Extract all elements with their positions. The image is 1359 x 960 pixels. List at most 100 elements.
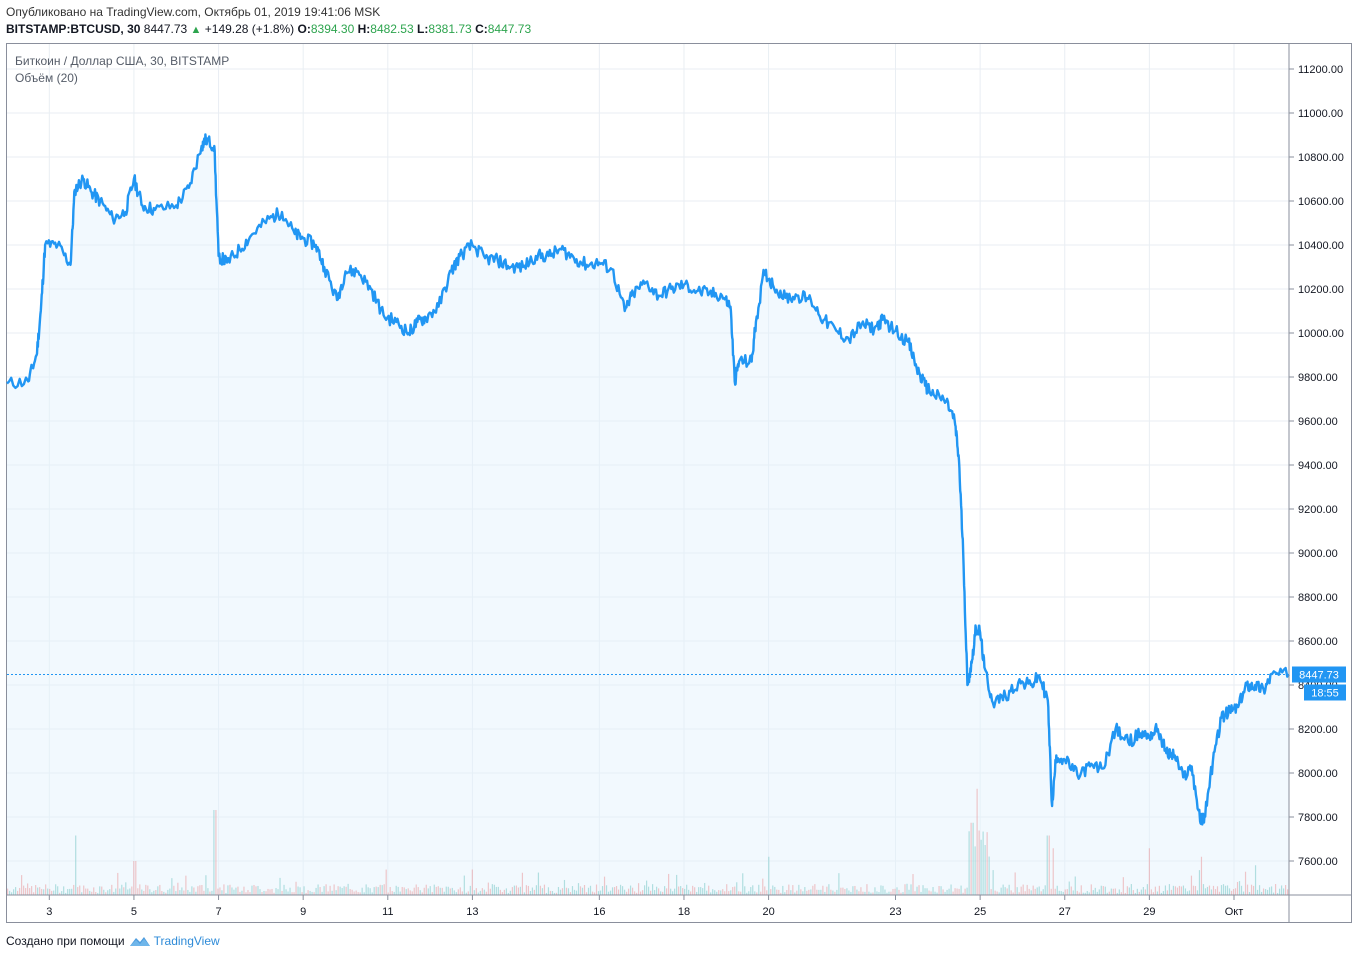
volume-bar [169, 888, 171, 895]
volume-bar [942, 889, 944, 895]
volume-bar [483, 889, 485, 895]
volume-bar [505, 888, 507, 895]
price-badge-label: 8447.73 [1299, 669, 1339, 681]
volume-bar [547, 887, 550, 895]
volume-bar [960, 885, 962, 895]
volume-bar [1034, 888, 1036, 895]
chart-frame[interactable] [6, 43, 1352, 923]
x-tick-label: 25 [974, 906, 986, 918]
volume-bar [403, 887, 405, 895]
volume-bar [890, 891, 892, 895]
volume-bar [924, 888, 926, 895]
volume-bar [247, 890, 249, 895]
y-tick-label: 8000.00 [1298, 768, 1338, 780]
volume-bar [1162, 891, 1165, 895]
volume-bar [1286, 889, 1289, 895]
volume-bar [75, 835, 77, 895]
volume-bar [1262, 888, 1265, 895]
volume-bar [177, 882, 179, 895]
volume-bar [237, 886, 239, 895]
volume-bar [279, 877, 281, 895]
volume-bar [379, 884, 381, 895]
volume-bar [197, 886, 199, 895]
volume-bar [782, 885, 784, 895]
volume-bar [792, 885, 794, 895]
volume-bar [181, 887, 183, 895]
volume-bar [503, 889, 505, 895]
volume-bar [972, 822, 974, 895]
volume-bar [469, 885, 471, 895]
volume-bar [587, 887, 590, 895]
volume-bar [625, 891, 628, 895]
volume-bar [1240, 885, 1243, 895]
volume-bar [99, 886, 101, 895]
volume-bar [854, 885, 856, 895]
volume-bar [1200, 856, 1203, 895]
volume-bar [137, 888, 139, 895]
volume-bar [557, 886, 560, 895]
volume-bar [1028, 888, 1030, 895]
volume-bar [427, 888, 429, 895]
volume-bar [820, 889, 822, 895]
volume-bar [437, 886, 439, 895]
volume-bar [914, 891, 916, 895]
volume-bar [499, 889, 501, 895]
volume-bar [35, 885, 37, 895]
volume-bar [439, 887, 441, 895]
last-price: 8447.73 [143, 22, 188, 36]
countdown-badge-label: 18:55 [1311, 687, 1339, 699]
volume-bar [217, 888, 219, 895]
volume-bar [89, 890, 91, 895]
volume-bar [127, 889, 129, 895]
symbol-label[interactable]: BITSTAMP:BTCUSD, 30 [6, 22, 141, 36]
volume-bar [762, 878, 764, 895]
volume-bar [273, 892, 275, 895]
volume-bar [734, 886, 736, 895]
volume-bar [115, 888, 117, 895]
volume-bar [690, 891, 692, 895]
volume-bar [1078, 892, 1080, 895]
volume-bar [267, 888, 269, 895]
volume-bar [225, 892, 227, 895]
volume-bar [700, 887, 702, 895]
volume-bar [601, 886, 604, 895]
volume-bar [357, 892, 359, 895]
volume-bar [249, 892, 251, 895]
volume-bar [672, 891, 674, 895]
tradingview-logo-icon [129, 937, 150, 946]
volume-bar [1056, 885, 1058, 895]
volume-bar [752, 885, 754, 895]
volume-bar [1058, 890, 1060, 895]
tradingview-link[interactable]: TradingView [129, 934, 220, 948]
volume-bar [1086, 891, 1088, 895]
volume-bar [1278, 888, 1281, 895]
volume-bar [517, 887, 519, 895]
volume-bar [910, 884, 912, 895]
volume-bar [113, 891, 115, 895]
x-tick-label: 11 [382, 906, 393, 918]
volume-bar [579, 886, 582, 895]
volume-bar [1124, 892, 1126, 895]
volume-bar [333, 884, 335, 895]
volume-bar [1082, 892, 1084, 895]
volume-bar [561, 888, 564, 895]
volume-bar [97, 892, 99, 895]
chart-legend-title: Биткоин / Доллар США, 30, BITSTAMP [15, 54, 230, 68]
volume-bar [1198, 870, 1201, 895]
volume-bar [337, 886, 339, 895]
volume-bar [201, 885, 203, 895]
volume-bar [509, 890, 511, 895]
volume-bar [9, 890, 11, 895]
volume-bar [786, 890, 788, 895]
volume-bar [581, 887, 584, 895]
volume-bar [263, 890, 265, 895]
volume-bar [710, 892, 712, 895]
volume-bar [1092, 890, 1094, 895]
volume-bar [401, 886, 403, 895]
volume-bar [1276, 892, 1279, 895]
volume-bar [1000, 887, 1002, 895]
volume-bar [1134, 892, 1136, 895]
volume-bar [988, 856, 990, 895]
volume-bar [549, 890, 552, 895]
